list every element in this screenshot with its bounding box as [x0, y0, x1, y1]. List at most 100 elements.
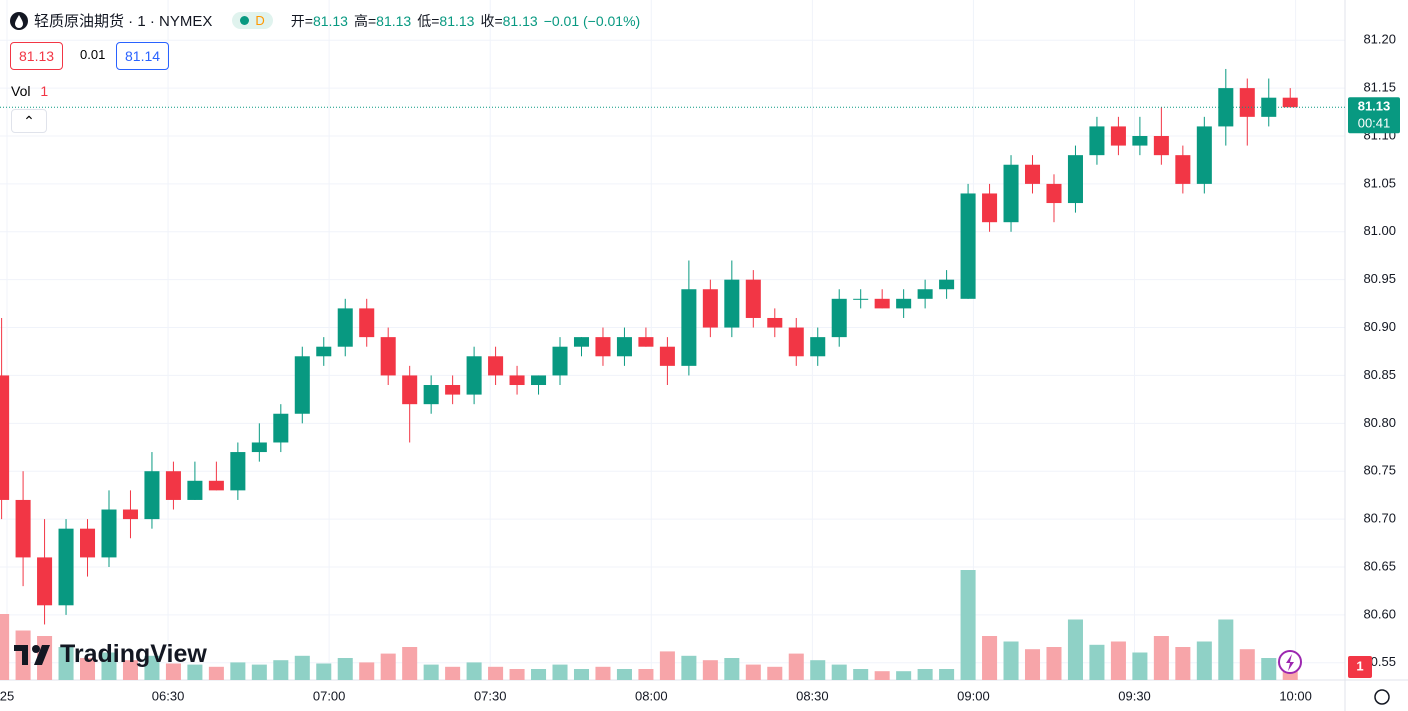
candle-body: [853, 298, 869, 300]
candle-body: [831, 298, 847, 338]
bid[interactable]: 81.13: [10, 42, 64, 70]
volume-bar: [573, 669, 590, 680]
candle-body: [122, 509, 138, 520]
candle-body: [251, 442, 267, 453]
volume-bar: [1110, 641, 1126, 680]
settings-button[interactable]: [1374, 689, 1390, 705]
candle-body: [208, 480, 224, 491]
candle-body: [273, 413, 289, 443]
x-tick-label: 10:00: [1279, 688, 1312, 703]
ohlc-value: 81.13: [312, 12, 348, 29]
change: −0.01 (−0.01%): [543, 12, 641, 29]
volume-bar: [595, 666, 611, 680]
volume-bar: [80, 658, 96, 680]
legend-header: 轻质原油期货 · 1 · NYMEX D 开=81.13 高=81.13 低=81.…: [10, 10, 640, 31]
candle-body: [294, 356, 310, 414]
volume-bar: [1067, 619, 1083, 680]
candle-body: [616, 337, 632, 357]
logo-text: TradingView: [60, 640, 207, 668]
candle-body: [15, 499, 31, 558]
candle-body: [1003, 164, 1019, 223]
candle-body: [58, 528, 74, 606]
candle-body: [1024, 164, 1041, 184]
candle-body: [37, 557, 53, 606]
last-volume-box: [1348, 656, 1372, 678]
replay-icon: [1286, 654, 1294, 671]
candle-body: [144, 471, 160, 520]
collapse-button[interactable]: ⌃: [11, 109, 47, 133]
candle-body: [1132, 136, 1148, 146]
candle-body: [896, 298, 912, 309]
candle-body: [874, 298, 890, 309]
volume-bar: [1024, 649, 1041, 680]
candle-body: [359, 308, 375, 338]
y-tick-label: 80.80: [1363, 415, 1396, 430]
ohlc-value: 81.13: [502, 12, 538, 29]
candle-body: [982, 193, 998, 223]
volume-bar: [1175, 647, 1191, 680]
volume-bar: [702, 660, 718, 680]
volume-bar: [552, 664, 568, 680]
logo-icon: [14, 644, 50, 665]
candle-body: [788, 327, 804, 357]
volume-bar: [1132, 652, 1148, 680]
logo: TradingView: [14, 640, 207, 669]
badge: D: [255, 13, 265, 28]
last-price-box: [1348, 97, 1400, 134]
y-tick-label: 81.00: [1363, 223, 1396, 238]
status-badge[interactable]: D: [232, 12, 273, 29]
spread: 0.01: [80, 47, 106, 62]
vol-value: 1: [40, 83, 49, 99]
candle-body: [509, 375, 525, 386]
ohlc-label: 收=: [480, 12, 503, 29]
candle-body: [402, 375, 418, 405]
volume-bar: [1046, 647, 1062, 680]
volume-bar: [230, 662, 246, 680]
volume-bar: [917, 669, 933, 680]
volume-bar: [681, 655, 697, 680]
symbol[interactable]: 轻质原油期货 · 1 · NYMEX: [34, 13, 213, 30]
volume-bar: [745, 664, 761, 680]
ohlc-label: 低=: [417, 12, 440, 29]
countdown: 00:41: [1358, 116, 1391, 131]
volume-bar: [616, 669, 632, 680]
ohlc-label: 开=: [290, 12, 313, 29]
x-tick-label: 08:00: [635, 688, 668, 703]
volume-bar: [853, 669, 869, 680]
volume-bar: [58, 647, 74, 680]
volume-bar: [294, 655, 310, 680]
volume-bar: [788, 653, 804, 680]
ohlc-label: 高=: [353, 12, 377, 29]
candle-body: [1239, 88, 1255, 117]
y-tick-label: 80.65: [1363, 558, 1396, 573]
y-tick-label: 80.75: [1363, 463, 1396, 478]
candle-body: [810, 337, 826, 357]
volume-bar: [423, 664, 439, 680]
volume-bar: [0, 614, 10, 680]
candle-body: [445, 385, 461, 395]
ask[interactable]: 81.14: [116, 42, 170, 70]
candle-body: [638, 337, 654, 347]
volume-bar: [1003, 641, 1019, 680]
candle-body: [187, 480, 203, 500]
volume-bar: [1196, 641, 1212, 680]
volume-bar: [960, 570, 976, 680]
candle-body: [745, 279, 761, 318]
ohlc-item: 收=81.13: [480, 11, 537, 31]
volume-bar: [251, 664, 267, 680]
volume-bar: [939, 669, 955, 680]
ohlc-item: 高=81.13: [354, 11, 411, 31]
volume-bar: [1218, 619, 1234, 680]
candle-body: [466, 356, 482, 395]
candle-body: [80, 528, 96, 558]
candle-body: [423, 385, 439, 405]
status-dot: [240, 16, 250, 25]
volume-bar: [982, 636, 998, 680]
candle-body: [316, 346, 332, 357]
volume-bar: [208, 666, 224, 680]
volume-bar: [1239, 649, 1255, 680]
candle-body: [1089, 126, 1105, 156]
candle-body: [917, 289, 933, 299]
candle-body: [960, 193, 976, 299]
